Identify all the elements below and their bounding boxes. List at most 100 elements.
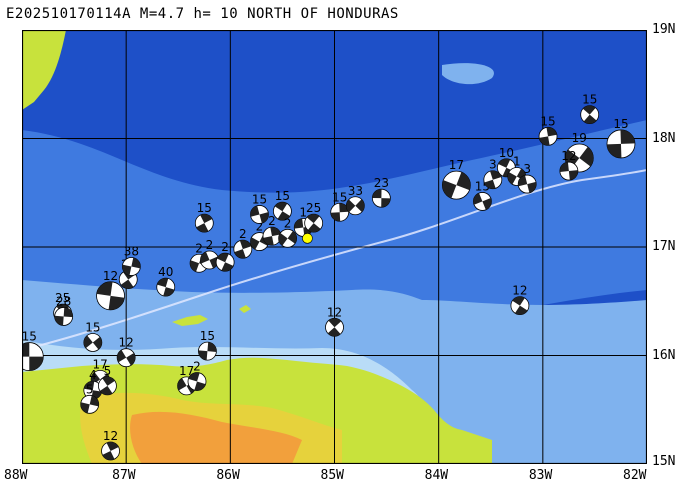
longitude-label: 88W [4,468,28,483]
depth-label: 25 [55,291,70,305]
focal-mechanism[interactable]: 2 [233,227,253,259]
compressional-quadrant [507,168,526,185]
compressional-quadrant [122,257,141,276]
depth-label: 15 [85,320,100,334]
depth-label: 12 [103,429,118,443]
compressional-quadrant [80,395,99,414]
depth-label: 2 [206,238,214,252]
focal-mechanism[interactable]: 12 [96,269,125,311]
focal-mechanism[interactable]: 23 [371,176,391,208]
depth-label: 2 [195,241,203,255]
longitude-label: 87W [112,468,136,483]
map-border [22,30,647,464]
depth-label: 12 [103,269,118,283]
focal-mechanism[interactable]: 5 [98,364,117,396]
depth-label: 3 [489,158,497,172]
depth-label: 15 [22,330,37,344]
compressional-quadrant [102,441,119,460]
focal-mechanism[interactable]: 15 [83,320,103,352]
focal-mechanism[interactable]: 2 [215,240,235,272]
focal-mechanism[interactable]: 12 [116,336,136,368]
depth-label: 10 [499,146,514,160]
depth-label: 2 [256,220,264,234]
focal-mechanism[interactable]: 15 [580,93,600,125]
focal-mechanism[interactable]: 2 [262,214,282,246]
depth-label: 12 [512,284,527,298]
focal-mechanism[interactable]: 2 [187,360,207,391]
depth-label: 15 [582,93,597,107]
compressional-quadrant [157,278,175,297]
focal-mechanism[interactable]: 12 [559,149,579,181]
compressional-quadrant [484,170,502,189]
guanaja-island [239,305,251,313]
compressional-quadrant [250,205,269,224]
focal-mechanism[interactable]: 28 [54,294,74,326]
depth-label: 28 [56,294,71,308]
focal-mechanism[interactable]: 2 [200,238,219,270]
longitude-label: 85W [320,468,344,483]
depth-label: 2 [284,216,292,230]
depth-label: 15 [252,192,267,206]
focal-mechanism[interactable]: 15 [606,117,636,159]
focal-mechanism[interactable]: 12 [325,305,344,337]
depth-label: 38 [124,245,139,259]
focal-mechanism[interactable]: 12 [101,429,120,461]
depth-label: 2 [221,240,229,254]
focal-mechanism[interactable]: 15 [330,190,350,222]
compressional-quadrant [278,231,297,246]
latitude-label: 19N [652,22,676,37]
compressional-quadrant [512,296,528,315]
latitude-label: 16N [652,347,676,363]
belize-land [22,30,66,110]
focal-mechanism[interactable]: 15 [273,189,292,221]
compressional-quadrant [83,335,102,350]
depth-label: 2 [239,227,247,241]
compressional-quadrant [582,105,597,124]
focal-mechanism[interactable]: 38 [121,245,141,276]
focal-mechanism[interactable]: 17 [441,158,471,200]
focal-mechanism[interactable]: 5 [80,382,100,414]
focal-mechanism[interactable]: 3 [483,158,503,190]
depth-label: 3 [523,162,531,176]
compressional-quadrant [306,214,321,233]
compressional-quadrant [96,281,125,310]
focal-mechanism[interactable]: 15 [194,201,214,233]
compressional-quadrant [188,372,206,391]
longitude-label: 86W [216,468,240,483]
compressional-quadrant [518,175,537,193]
depth-label: 12 [561,149,576,163]
depth-label: 17 [449,158,464,172]
focal-mechanism[interactable]: 15 [538,114,558,146]
depth-label: 12 [327,305,342,319]
plate-boundary [22,169,647,351]
focal-mechanism[interactable]: 15 [22,330,44,371]
compressional-quadrant [327,318,342,337]
compressional-quadrant [83,381,102,400]
focal-mechanism[interactable]: 4 [83,368,103,400]
compressional-quadrant [22,342,44,371]
focal-mechanism[interactable]: 2 [278,216,298,248]
compressional-quadrant [606,129,635,158]
focal-mechanism[interactable]: 40 [156,265,176,297]
epicenter-marker[interactable] [302,233,313,244]
depth-label: 5 [104,364,112,378]
compressional-quadrant [196,214,213,233]
focal-mechanism[interactable]: 17 [177,364,196,396]
seismic-map: 1525281512123812401522222151522125153323… [22,30,647,464]
focal-mechanism[interactable]: 15 [198,329,217,361]
compressional-quadrant [559,162,578,181]
focal-mechanism[interactable]: 3 [517,162,537,194]
depth-label: 33 [348,184,363,198]
compressional-quadrant [473,193,492,210]
focal-mechanism[interactable]: 12 [510,284,530,315]
focal-mechanism[interactable]: 25 [304,201,324,233]
focal-mechanism[interactable]: 33 [345,184,365,216]
depth-label: 15 [332,190,347,204]
depth-label: 25 [306,201,321,215]
focal-mechanisms: 1525281512123812401522222151522125153323… [22,93,636,461]
compressional-quadrant [294,218,313,237]
depth-label: 15 [197,201,212,215]
longitude-label: 82W [623,468,647,483]
focal-mechanism[interactable]: 15 [250,192,269,224]
depth-label: 2 [268,214,276,228]
